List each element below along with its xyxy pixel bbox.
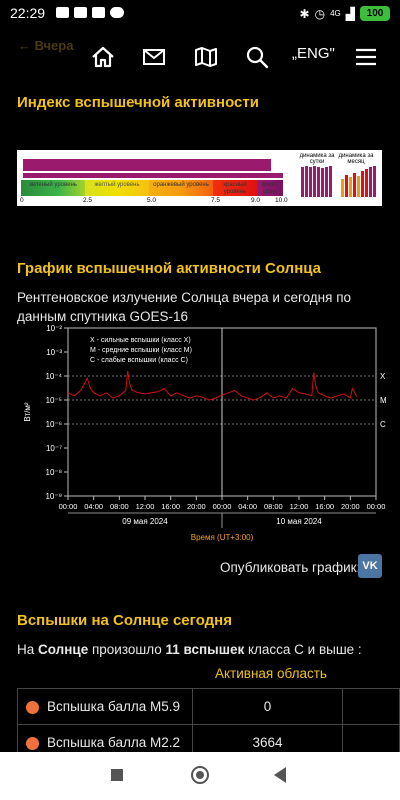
x-tick-label: 04:00 (238, 502, 257, 511)
sun-word: Солнце (38, 642, 89, 657)
publish-label: Опубликовать график: (220, 560, 361, 575)
solar-chart-title: График вспышечной активности Солнца (17, 260, 322, 277)
status-bar: 22:29 ✱ ◷ 4G ▟ 100 (0, 0, 400, 28)
flare-name: Вспышка балла M5.9 (47, 699, 181, 714)
x-tick-label: 12:00 (136, 502, 155, 511)
legend-entry: X - сильные вспышки (класс X) (90, 337, 191, 344)
cloud-icon (110, 7, 124, 18)
scale-tick: 5.0 (147, 197, 157, 204)
vk-share-button[interactable]: VK (358, 554, 382, 578)
flare-dot-icon (26, 736, 39, 750)
day-dynamics-chart (301, 165, 332, 197)
notification-icons (56, 7, 124, 18)
y-tick-label: 10⁻⁵ (46, 396, 62, 405)
back-button[interactable] (274, 767, 286, 783)
x-tick-label: 00:00 (367, 502, 386, 511)
solar-chart-description: Рентгеновское излучение Солнца вчера и с… (17, 290, 352, 324)
x-tick-label: 00:00 (59, 502, 78, 511)
x-tick-label: 00:00 (213, 502, 232, 511)
class-label: X (380, 372, 386, 381)
y-tick-label: 10⁻³ (46, 348, 62, 357)
flare-index-widget: зеленый уровень желтый уровень оранжевый у… (17, 150, 382, 206)
day-dynamics-label: динамика за сутки (299, 153, 335, 165)
battery-icon: 100 (360, 6, 390, 21)
x-tick-label: 20:00 (341, 502, 360, 511)
y-tick-label: 10⁻⁷ (46, 444, 62, 453)
flare-count: 11 вспышек (165, 642, 245, 657)
top-nav: ← Вчера „ENG" (0, 28, 400, 84)
date-label: 10 мая 2024 (276, 517, 322, 526)
flare-name: Вспышка балла M2.2 (47, 735, 181, 750)
flare-index-bar (23, 159, 271, 171)
scale-tick: 0 (20, 197, 24, 204)
recents-button[interactable] (111, 769, 123, 781)
bluetooth-icon: ✱ (299, 6, 310, 21)
system-nav-bar (0, 752, 400, 800)
x-tick-label: 20:00 (187, 502, 206, 511)
x-tick-label: 16:00 (315, 502, 334, 511)
flare-index-bar-underline (23, 173, 283, 178)
class-label: C (380, 420, 386, 429)
language-switch[interactable]: „ENG" (292, 45, 335, 62)
x-tick-label: 08:00 (110, 502, 129, 511)
column-active-region: Активная область (215, 666, 327, 681)
scale-tick: 9.0 (251, 197, 261, 204)
scale-level-1: желтый уровень (85, 180, 149, 196)
y-tick-label: 10⁻⁹ (45, 492, 62, 501)
scale-tick: 10.0 (275, 197, 288, 204)
flare-region: 0 (192, 688, 343, 725)
layers-icon (92, 7, 105, 18)
flare-dot-icon (26, 700, 39, 714)
legend-entry: M - средние вспышки (класс M) (90, 347, 192, 354)
youtube-icon (56, 7, 69, 18)
scale-level-3: красный уровень (213, 180, 257, 196)
x-tick-label: 08:00 (264, 502, 283, 511)
flares-table: Вспышка балла M5.9 0 Вспышка балла M2.2 … (17, 688, 400, 761)
menu-icon[interactable] (353, 44, 379, 70)
youtube-icon (74, 7, 87, 18)
legend-entry: C - слабые вспышки (класс C) (90, 356, 188, 364)
table-row[interactable]: Вспышка балла M5.9 0 (17, 688, 400, 725)
scale-level-2: оранжевый уровень (149, 180, 213, 196)
xray-flux-chart: 10⁻² 10⁻³ 10⁻⁴ 10⁻⁵ 10⁻⁶ 10⁻⁷ 10⁻⁸ 10⁻⁹ X M C Вт/м²… (23, 324, 386, 542)
y-tick-label: 10⁻⁸ (46, 468, 63, 477)
search-icon[interactable] (244, 44, 270, 70)
home-icon[interactable] (90, 44, 116, 70)
today-flares-title: Вспышки на Солнце сегодня (17, 612, 232, 629)
scale-tick: 7.5 (211, 197, 221, 204)
map-icon[interactable] (193, 44, 219, 70)
scale-level-0: зеленый уровень (21, 180, 85, 196)
x-tick-label: 16:00 (161, 502, 180, 511)
y-tick-label: 10⁻⁴ (45, 372, 62, 381)
network-type: 4G (330, 9, 341, 18)
date-label: 09 мая 2024 (122, 517, 168, 526)
month-dynamics-chart (341, 165, 376, 197)
alarm-icon: ◷ (314, 6, 326, 21)
y-tick-label: 10⁻² (46, 324, 62, 333)
home-button[interactable] (191, 766, 209, 784)
scale-level-4: фиол. уров. (257, 180, 283, 196)
back-link[interactable]: ← Вчера (18, 38, 74, 53)
today-summary: На Солнце произошло 11 вспышек класса C … (17, 642, 362, 657)
y-axis-label: Вт/м² (23, 402, 32, 421)
status-time: 22:29 (10, 5, 46, 21)
flare-index-scale: зеленый уровень желтый уровень оранжевый у… (21, 180, 283, 196)
scale-tick: 2.5 (83, 197, 93, 204)
flare-index-ticks: 0 2.5 5.0 7.5 9.0 10.0 (17, 197, 297, 205)
month-dynamics-label: динамика за месяц (338, 153, 374, 165)
x-tick-label: 12:00 (290, 502, 309, 511)
x-axis-label: Время (UT+3:00) (191, 533, 254, 542)
flare-index-title: Индекс вспышечной активности (17, 94, 259, 111)
system-icons: ✱ ◷ 4G ▟ 100 (300, 6, 390, 21)
x-tick-label: 04:00 (84, 502, 103, 511)
class-label: M (380, 396, 386, 405)
mail-icon[interactable] (141, 44, 167, 70)
signal-icon: ▟ (345, 6, 355, 21)
flux-series-line (67, 371, 358, 401)
y-tick-label: 10⁻⁶ (46, 420, 62, 429)
